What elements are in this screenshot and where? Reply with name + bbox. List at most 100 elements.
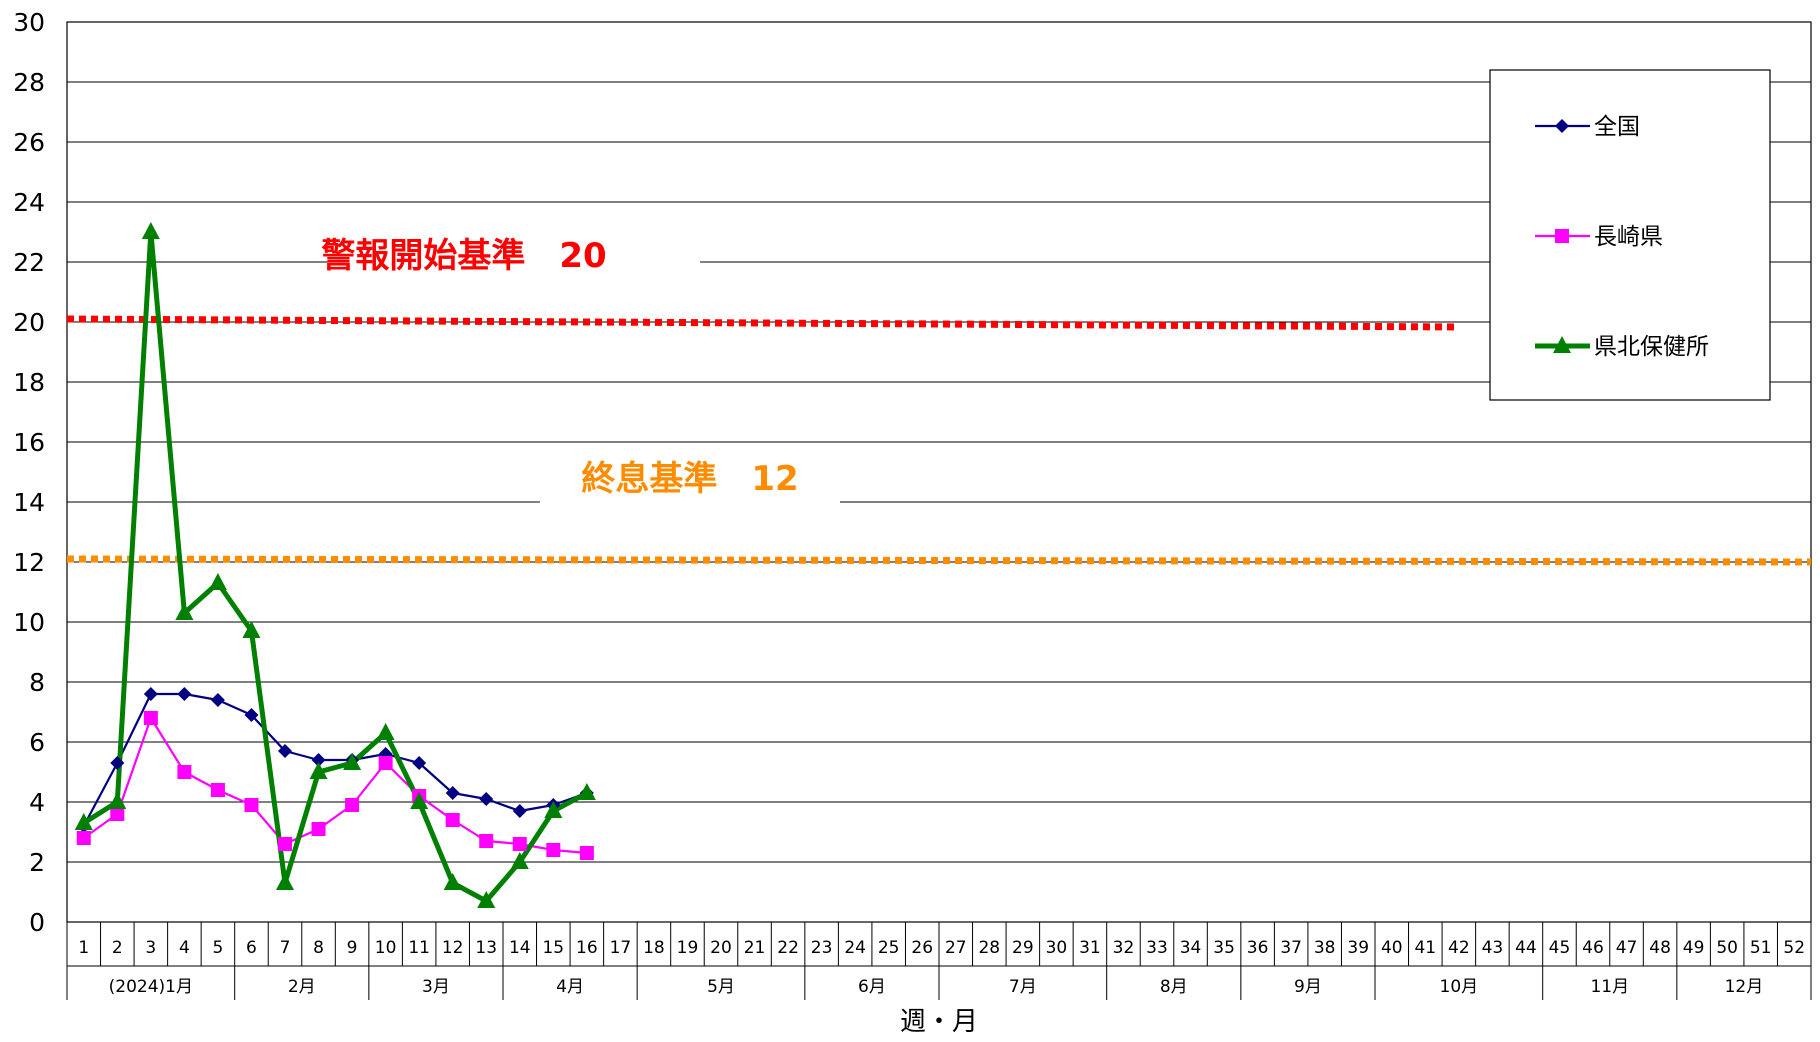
x-tick-label: 17 bbox=[610, 938, 632, 958]
x-tick-label: 41 bbox=[1414, 938, 1436, 958]
data-point bbox=[110, 756, 125, 770]
series-line bbox=[83, 716, 587, 855]
x-tick-label: 37 bbox=[1280, 938, 1302, 958]
series-line bbox=[82, 692, 588, 827]
y-tick-label: 12 bbox=[13, 548, 45, 577]
reference-line bbox=[66, 315, 1459, 331]
month-label: 3月 bbox=[422, 977, 450, 997]
x-tick-label: 15 bbox=[542, 938, 564, 958]
month-label: 5月 bbox=[707, 977, 735, 997]
x-tick-label: 43 bbox=[1482, 938, 1504, 958]
data-point bbox=[445, 786, 460, 800]
data-point bbox=[512, 837, 527, 851]
x-tick-label: 32 bbox=[1113, 938, 1135, 958]
data-point bbox=[276, 873, 294, 890]
month-label: 2月 bbox=[288, 977, 316, 997]
x-tick-label: 1 bbox=[78, 938, 89, 958]
data-point bbox=[76, 831, 91, 845]
data-point bbox=[244, 708, 259, 722]
data-point bbox=[579, 846, 594, 860]
y-tick-label: 10 bbox=[13, 608, 45, 637]
x-tick-label: 24 bbox=[844, 938, 866, 958]
legend-label: 県北保健所 bbox=[1594, 334, 1709, 360]
y-tick-label: 2 bbox=[29, 848, 45, 877]
x-tick-label: 48 bbox=[1649, 938, 1671, 958]
x-tick-label: 49 bbox=[1683, 938, 1705, 958]
data-point bbox=[210, 693, 225, 707]
x-tick-label: 44 bbox=[1515, 938, 1537, 958]
x-tick-label: 11 bbox=[408, 938, 430, 958]
data-point bbox=[479, 834, 494, 848]
y-tick-label: 28 bbox=[13, 68, 45, 97]
x-tick-label: 30 bbox=[1046, 938, 1068, 958]
y-tick-label: 0 bbox=[29, 908, 45, 937]
series-line bbox=[82, 229, 589, 904]
x-tick-label: 21 bbox=[744, 938, 766, 958]
y-tick-label: 30 bbox=[13, 8, 45, 37]
y-tick-label: 16 bbox=[13, 428, 45, 457]
x-tick-label: 33 bbox=[1146, 938, 1168, 958]
data-point bbox=[143, 687, 158, 701]
data-point bbox=[412, 756, 427, 770]
x-tick-label: 36 bbox=[1247, 938, 1269, 958]
data-point bbox=[311, 753, 326, 767]
data-point bbox=[1555, 229, 1569, 243]
month-label: (2024)1月 bbox=[109, 977, 193, 997]
x-tick-label: 9 bbox=[347, 938, 358, 958]
y-tick-label: 20 bbox=[13, 308, 45, 337]
data-point bbox=[1555, 119, 1569, 133]
data-point bbox=[110, 807, 125, 821]
data-point bbox=[278, 837, 292, 851]
data-point bbox=[510, 852, 529, 869]
month-label: 6月 bbox=[858, 977, 886, 997]
data-point bbox=[410, 792, 429, 809]
data-point bbox=[244, 798, 259, 812]
y-tick-label: 18 bbox=[13, 368, 45, 397]
data-point bbox=[108, 792, 127, 809]
y-tick-label: 24 bbox=[13, 188, 45, 217]
data-point bbox=[242, 621, 261, 638]
data-point bbox=[141, 222, 160, 239]
x-tick-label: 29 bbox=[1012, 938, 1034, 958]
reference-label: 警報開始基準 20 bbox=[321, 236, 606, 276]
data-point bbox=[345, 798, 360, 812]
x-tick-label: 40 bbox=[1381, 938, 1403, 958]
data-point bbox=[143, 711, 158, 725]
x-tick-label: 52 bbox=[1783, 938, 1805, 958]
data-point bbox=[544, 801, 563, 818]
y-tick-label: 14 bbox=[13, 488, 45, 517]
x-tick-label: 16 bbox=[576, 938, 598, 958]
data-point bbox=[1553, 336, 1571, 353]
data-point bbox=[343, 753, 362, 770]
x-tick-label: 22 bbox=[777, 938, 799, 958]
data-point bbox=[477, 891, 496, 908]
x-axis-label: 週・月 bbox=[900, 1007, 978, 1037]
x-tick-label: 25 bbox=[878, 938, 900, 958]
x-tick-label: 28 bbox=[978, 938, 1000, 958]
data-point bbox=[546, 843, 561, 857]
data-point bbox=[208, 573, 227, 590]
x-tick-label: 7 bbox=[280, 938, 291, 958]
x-tick-label: 42 bbox=[1448, 938, 1470, 958]
data-point bbox=[311, 822, 326, 836]
x-tick-label: 10 bbox=[375, 938, 397, 958]
data-point bbox=[378, 756, 393, 770]
data-point bbox=[479, 792, 494, 806]
month-label: 10月 bbox=[1440, 977, 1479, 997]
x-tick-label: 34 bbox=[1180, 938, 1202, 958]
data-point bbox=[577, 783, 596, 800]
month-label: 11月 bbox=[1590, 977, 1629, 997]
data-point bbox=[309, 762, 328, 779]
x-tick-label: 20 bbox=[710, 938, 732, 958]
data-point bbox=[512, 804, 527, 818]
x-tick-label: 39 bbox=[1347, 938, 1369, 958]
x-tick-label: 46 bbox=[1582, 938, 1604, 958]
x-tick-label: 26 bbox=[911, 938, 933, 958]
data-point bbox=[175, 603, 194, 620]
y-tick-label: 6 bbox=[29, 728, 45, 757]
x-tick-label: 3 bbox=[145, 938, 156, 958]
x-tick-label: 5 bbox=[213, 938, 224, 958]
month-label: 8月 bbox=[1160, 977, 1188, 997]
